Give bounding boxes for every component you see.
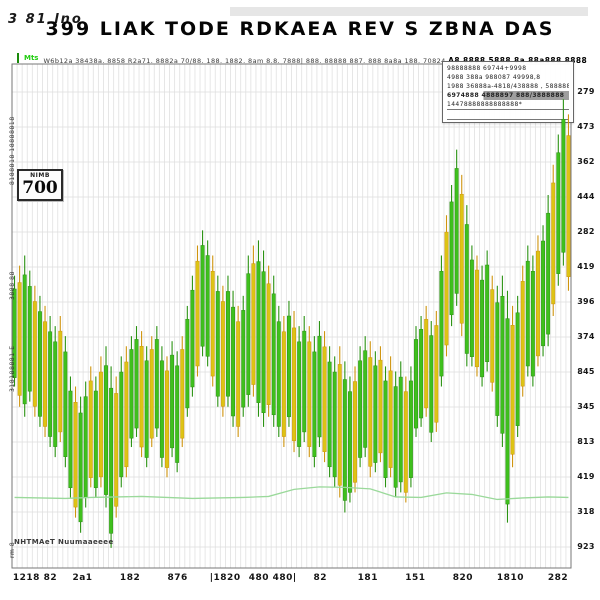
- x-tick-label: 282: [547, 573, 569, 583]
- y-tick-label: 444: [577, 192, 595, 201]
- y-tick-label: 813: [577, 437, 595, 446]
- y-tick-label: 362: [577, 157, 595, 166]
- y-tick-label: 923: [577, 542, 595, 551]
- x-tick-label: 82: [313, 573, 328, 583]
- y-tick-label: 282: [577, 227, 595, 236]
- ticker-token: 887.: [349, 57, 369, 65]
- x-tick-label: 820: [452, 573, 474, 583]
- chart-watermark: NHTMAeT Nuumaaeeee: [14, 538, 114, 546]
- ticker-token: W6b12a: [43, 57, 76, 65]
- series-label: Mts: [24, 53, 39, 62]
- left-annotation: rm 8: [9, 541, 16, 558]
- ticker-token: R2a71.: [127, 57, 156, 65]
- info-box-row: 1988 36888a-4818/438888 , 5888888: [447, 83, 569, 90]
- info-box-row: 4988 388a 988087 49998,8: [447, 74, 541, 81]
- x-tick-label: 876: [167, 573, 188, 583]
- price-flag-label: NIMB: [30, 172, 50, 179]
- x-tick-label: 1810: [496, 573, 524, 583]
- y-tick-label: 318: [577, 507, 595, 516]
- top-decoration-band: [230, 7, 588, 16]
- ticker-strip: Mts W6b12a 38438a. 8858 R2a71. 8882a 70/…: [12, 52, 587, 65]
- y-tick-label: 419: [577, 472, 595, 481]
- x-tick-label: 181: [357, 573, 378, 583]
- ticker-token-bold: 8888: [564, 56, 588, 65]
- y-tick-label: 396: [577, 297, 595, 306]
- info-box-row: 6974888 4888897 888/3888888: [447, 91, 569, 100]
- price-flag-value: 700: [22, 178, 58, 198]
- ticker-values: W6b12a 38438a. 8858 R2a71. 8882a 70/88. …: [43, 48, 587, 67]
- left-annotation: 8188818 18888818: [9, 116, 16, 185]
- ticker-token: 1882.: [224, 57, 249, 65]
- ticker-token: 8858: [107, 57, 128, 65]
- chart-info-box: 98888888 69744+9998 4988 388a 988087 4999…: [442, 61, 574, 123]
- y-tick-label: 374: [577, 332, 595, 341]
- ticker-token-bold: A8 8888: [448, 56, 488, 65]
- ticker-token: 7888| 888.: [282, 57, 325, 65]
- ticker-token: 70824: [423, 57, 449, 65]
- ticker-token-bold: 5888 8a: [488, 56, 528, 65]
- ticker-token-bold: 88a888: [528, 56, 565, 65]
- y-tick-label: 345: [577, 402, 595, 411]
- left-annotation: 3888 88: [9, 270, 16, 300]
- y-tick-label: 845: [577, 367, 595, 376]
- price-flag: NIMB 700: [17, 169, 63, 201]
- x-tick-label: 1218 82: [12, 573, 58, 583]
- x-tick-label: |1820: [209, 573, 241, 583]
- ticker-token: 188.: [206, 57, 225, 65]
- ticker-token: 88888: [324, 57, 350, 65]
- y-tick-label: 419: [577, 262, 595, 271]
- y-tick-label: 473: [577, 122, 595, 131]
- ticker-token: 888 8a8a 188.: [368, 57, 423, 65]
- x-tick-label: 182: [119, 573, 141, 583]
- ticker-token: 38438a.: [75, 57, 108, 65]
- x-tick-label: 151: [405, 573, 426, 583]
- info-box-row: 98888888 69744+9998: [447, 65, 527, 72]
- x-tick-label: 480 480|: [248, 573, 297, 583]
- page-title: 399 LIAK TODE RDKAEA REV S ZBNA DAS: [45, 18, 555, 40]
- series-color-swatch: [17, 52, 19, 63]
- left-annotation: 318188881 E: [9, 345, 16, 392]
- x-tick-label: 2a1: [72, 573, 93, 583]
- ticker-token: 8882a 70/88.: [155, 57, 207, 65]
- top-left-label: 3 81 lno: [8, 12, 83, 27]
- ticker-token: 8am 8.8.: [248, 57, 283, 65]
- info-box-row: 14478888888888888*: [447, 100, 569, 110]
- y-tick-label: 279: [577, 87, 595, 96]
- info-box-row: [447, 110, 569, 120]
